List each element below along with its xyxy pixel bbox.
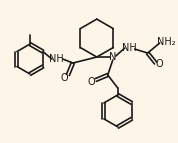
Text: NH: NH: [49, 54, 64, 64]
Text: O: O: [156, 59, 163, 69]
Text: NH₂: NH₂: [157, 37, 176, 47]
Text: O: O: [60, 73, 68, 83]
Text: N: N: [109, 52, 116, 62]
Text: O: O: [88, 77, 96, 87]
Text: NH: NH: [122, 43, 137, 53]
